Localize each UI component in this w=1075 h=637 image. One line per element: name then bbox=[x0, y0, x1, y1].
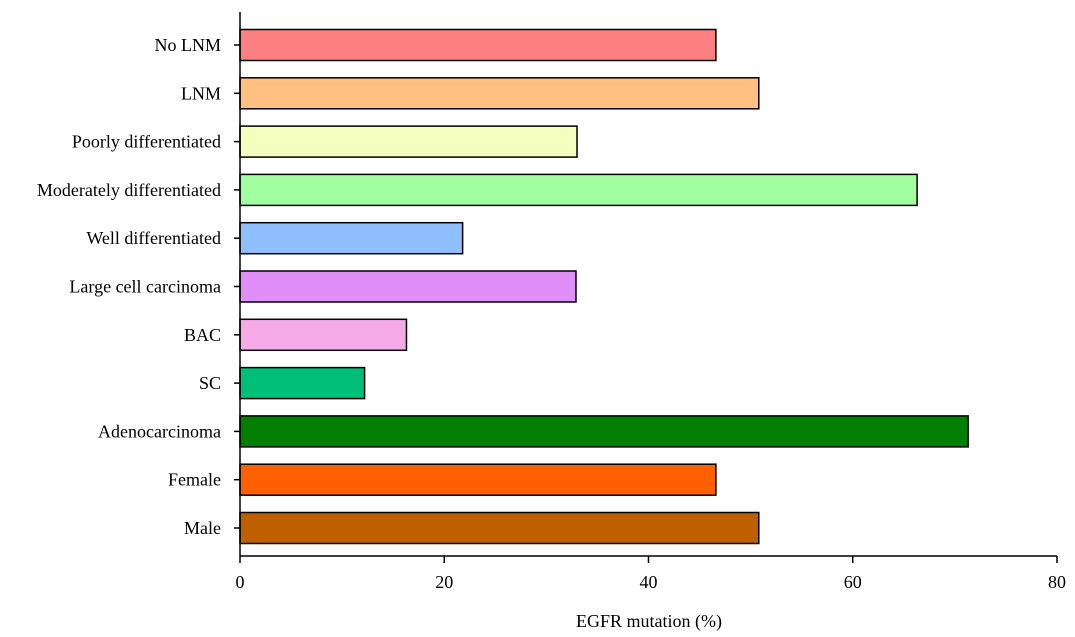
bar-moderately-differentiated bbox=[239, 173, 918, 207]
bar-large-cell-carcinoma bbox=[239, 270, 577, 303]
bar-male bbox=[239, 511, 760, 545]
bar-well-differentiated bbox=[239, 221, 464, 255]
x-axis: 0 20 40 60 80 bbox=[236, 555, 1066, 592]
category-label-adenocarcinoma: Adenocarcinoma bbox=[98, 421, 221, 441]
category-label-bac: BAC bbox=[184, 325, 221, 345]
category-label-poorly-differentiated: Poorly differentiated bbox=[72, 132, 221, 152]
bar-bac bbox=[239, 318, 408, 352]
bar-lnm bbox=[239, 77, 760, 110]
x-tick-label-80: 80 bbox=[1048, 572, 1066, 592]
x-tick-label-0: 0 bbox=[236, 572, 245, 592]
category-label-female: Female bbox=[168, 470, 221, 490]
category-label-sc: SC bbox=[199, 373, 221, 393]
bar-no-lnm bbox=[239, 28, 717, 62]
bar-adenocarcinoma bbox=[239, 415, 969, 448]
bar-female bbox=[239, 463, 717, 496]
bar-poorly-differentiated bbox=[239, 125, 578, 158]
category-label-moderately-differentiated: Moderately differentiated bbox=[37, 180, 221, 200]
category-label-male: Male bbox=[184, 518, 221, 538]
category-label-lnm: LNM bbox=[181, 83, 221, 103]
x-tick-label-40: 40 bbox=[640, 572, 658, 592]
x-tick-label-20: 20 bbox=[435, 572, 453, 592]
x-axis-title: EGFR mutation (%) bbox=[576, 611, 722, 632]
x-tick-label-60: 60 bbox=[844, 572, 862, 592]
category-label-large-cell-carcinoma: Large cell carcinoma bbox=[69, 277, 221, 297]
bars-group bbox=[239, 28, 969, 545]
category-label-well-differentiated: Well differentiated bbox=[86, 228, 221, 248]
y-axis bbox=[234, 12, 241, 556]
category-labels-group: No LNM LNM Poorly differentiated Moderately… bbox=[37, 35, 221, 538]
category-label-no-lnm: No LNM bbox=[155, 35, 222, 55]
bar-sc bbox=[239, 366, 366, 400]
